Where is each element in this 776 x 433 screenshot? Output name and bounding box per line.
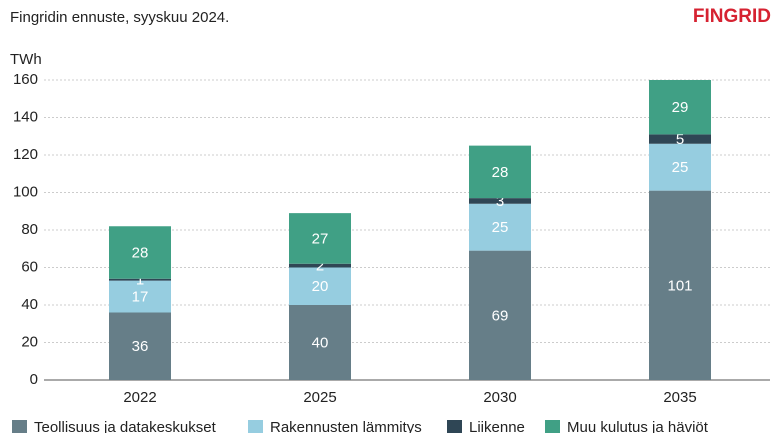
- value-label: 69: [492, 307, 509, 324]
- legend-label: Rakennusten lämmitys: [270, 419, 422, 433]
- x-tick-label: 2030: [483, 389, 516, 406]
- bar-segment: [109, 312, 171, 380]
- y-tick-label: 140: [13, 108, 38, 125]
- legend-label: Liikenne: [469, 419, 525, 433]
- chart-subtitle: Fingridin ennuste, syyskuu 2024.: [10, 9, 229, 26]
- y-tick-label: 100: [13, 183, 38, 200]
- brand-logo: FINGRID: [693, 6, 771, 27]
- bar-segment: [109, 226, 171, 279]
- legend-swatch: [545, 420, 560, 433]
- value-label: 17: [132, 289, 149, 306]
- legend-swatch: [248, 420, 263, 433]
- bar-segment: [289, 305, 351, 380]
- value-label: 2: [316, 258, 324, 275]
- value-label: 28: [132, 244, 149, 261]
- value-label: 1: [136, 272, 144, 289]
- value-label: 40: [312, 334, 329, 351]
- bar-segment: [109, 280, 171, 313]
- bar-segment: [469, 250, 531, 380]
- bar-segment: [289, 213, 351, 264]
- value-label: 3: [496, 193, 504, 210]
- bar-segment: [649, 134, 711, 144]
- value-label: 5: [676, 131, 684, 148]
- y-tick-label: 40: [21, 296, 38, 313]
- legend-label: Teollisuus ja datakeskukset: [34, 419, 217, 433]
- value-label: 36: [132, 338, 149, 355]
- bar-segment: [649, 80, 711, 135]
- y-tick-label: 60: [21, 258, 38, 275]
- bar-segment: [109, 278, 171, 281]
- value-label: 27: [312, 230, 329, 247]
- value-label: 29: [672, 99, 689, 116]
- value-label: 101: [667, 277, 692, 294]
- bar-segment: [469, 203, 531, 251]
- value-label: 25: [492, 219, 509, 236]
- legend-swatch: [12, 420, 27, 433]
- x-tick-label: 2035: [663, 389, 696, 406]
- bar-segment: [289, 263, 351, 268]
- y-tick-label: 20: [21, 333, 38, 350]
- bar-segment: [469, 198, 531, 204]
- bar-segment: [649, 143, 711, 191]
- y-tick-label: 0: [30, 371, 38, 388]
- value-label: 25: [672, 159, 689, 176]
- y-tick-label: 160: [13, 71, 38, 88]
- value-label: 20: [312, 278, 329, 295]
- value-label: 28: [492, 164, 509, 181]
- bar-segment: [469, 145, 531, 199]
- y-tick-label: 120: [13, 146, 38, 163]
- x-tick-label: 2025: [303, 389, 336, 406]
- legend-label: Muu kulutus ja häviöt: [567, 419, 709, 433]
- bar-segment: [649, 190, 711, 380]
- legend-swatch: [447, 420, 462, 433]
- bar-segment: [289, 267, 351, 305]
- y-axis-label: TWh: [10, 51, 42, 68]
- x-tick-label: 2022: [123, 389, 156, 406]
- y-tick-label: 80: [21, 221, 38, 238]
